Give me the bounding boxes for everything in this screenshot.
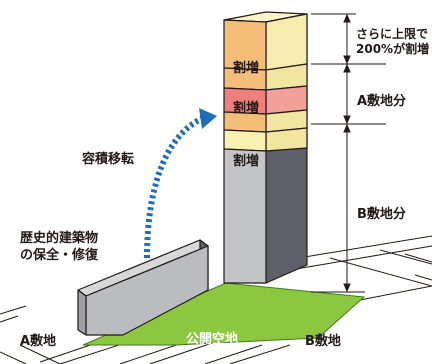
- transfer-label: 容積移転: [82, 152, 135, 167]
- tower: [223, 11, 308, 284]
- arrow-head-icon: [199, 108, 217, 129]
- b-share-label: B敷地分: [357, 207, 406, 222]
- transfer-arrow: [144, 108, 217, 259]
- historic-label-line2: の保全・修復: [20, 248, 99, 263]
- public-space-label: 公開空地: [186, 332, 239, 347]
- bonus-label-middle: 割増: [233, 101, 260, 116]
- bonus-label-low: 割増: [233, 154, 260, 169]
- upper-note-line1: さらに上限で: [356, 27, 429, 41]
- a-share-label: A敷地分: [357, 94, 407, 109]
- upper-note-line2: 200%が割増: [356, 42, 430, 56]
- dimension-lines: [311, 13, 386, 293]
- bonus-label-top: 割増: [233, 61, 260, 76]
- site-b-label: B敷地: [305, 334, 341, 349]
- site-a-label: A敷地: [20, 334, 57, 349]
- historic-building: [77, 239, 209, 336]
- historic-label-line1: 歴史的建築物: [20, 231, 99, 246]
